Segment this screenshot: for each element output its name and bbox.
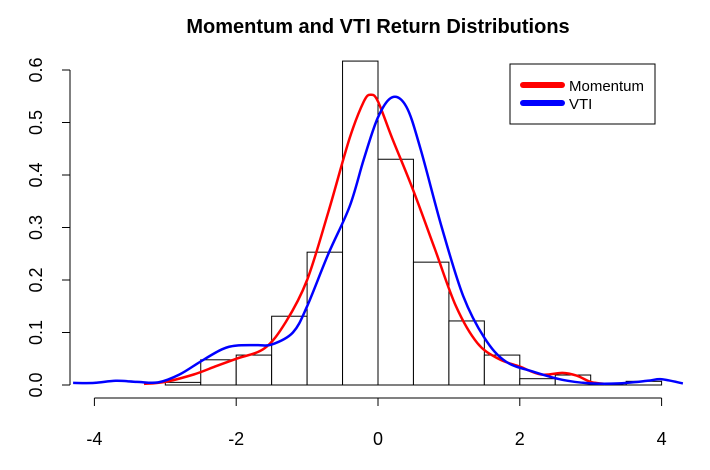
- y-tick-label: 0.1: [26, 320, 46, 345]
- y-tick-label: 0.6: [26, 57, 46, 82]
- histogram-bar: [306, 251, 344, 386]
- y-tick-label: 0.5: [26, 110, 46, 135]
- y-tick-label: 0.4: [26, 162, 46, 187]
- histogram-bar: [342, 60, 379, 386]
- y-tick-label: 0.3: [26, 215, 46, 240]
- histogram-bar: [377, 158, 414, 386]
- legend: Momentum VTI: [509, 63, 656, 125]
- chart-title: Momentum and VTI Return Distributions: [186, 16, 569, 38]
- x-tick-label: 4: [657, 429, 667, 449]
- histogram-bar: [271, 315, 308, 386]
- histogram-bars: [164, 60, 663, 386]
- density-curve-vti: [73, 95, 684, 386]
- histogram-bar: [448, 320, 485, 386]
- legend-label-vti: VTI: [569, 96, 592, 113]
- histogram-bar: [200, 359, 237, 386]
- y-tick-label: 0.2: [26, 267, 46, 292]
- histogram-bar: [519, 378, 556, 386]
- x-tick-label: 0: [373, 429, 383, 449]
- x-tick-label: -2: [228, 429, 244, 449]
- histogram-bar: [235, 354, 273, 386]
- density-curves: [73, 93, 684, 386]
- x-tick-label: 2: [515, 429, 525, 449]
- y-tick-label: 0.0: [26, 372, 46, 397]
- axes: -4 -2 0 2 4 0.0 0.1 0.2 0.3 0.4 0.5 0.6: [26, 57, 667, 449]
- x-tick-label: -4: [86, 429, 102, 449]
- legend-label-momentum: Momentum: [569, 78, 644, 95]
- histogram-bar: [412, 261, 450, 386]
- legend-box: [509, 63, 656, 125]
